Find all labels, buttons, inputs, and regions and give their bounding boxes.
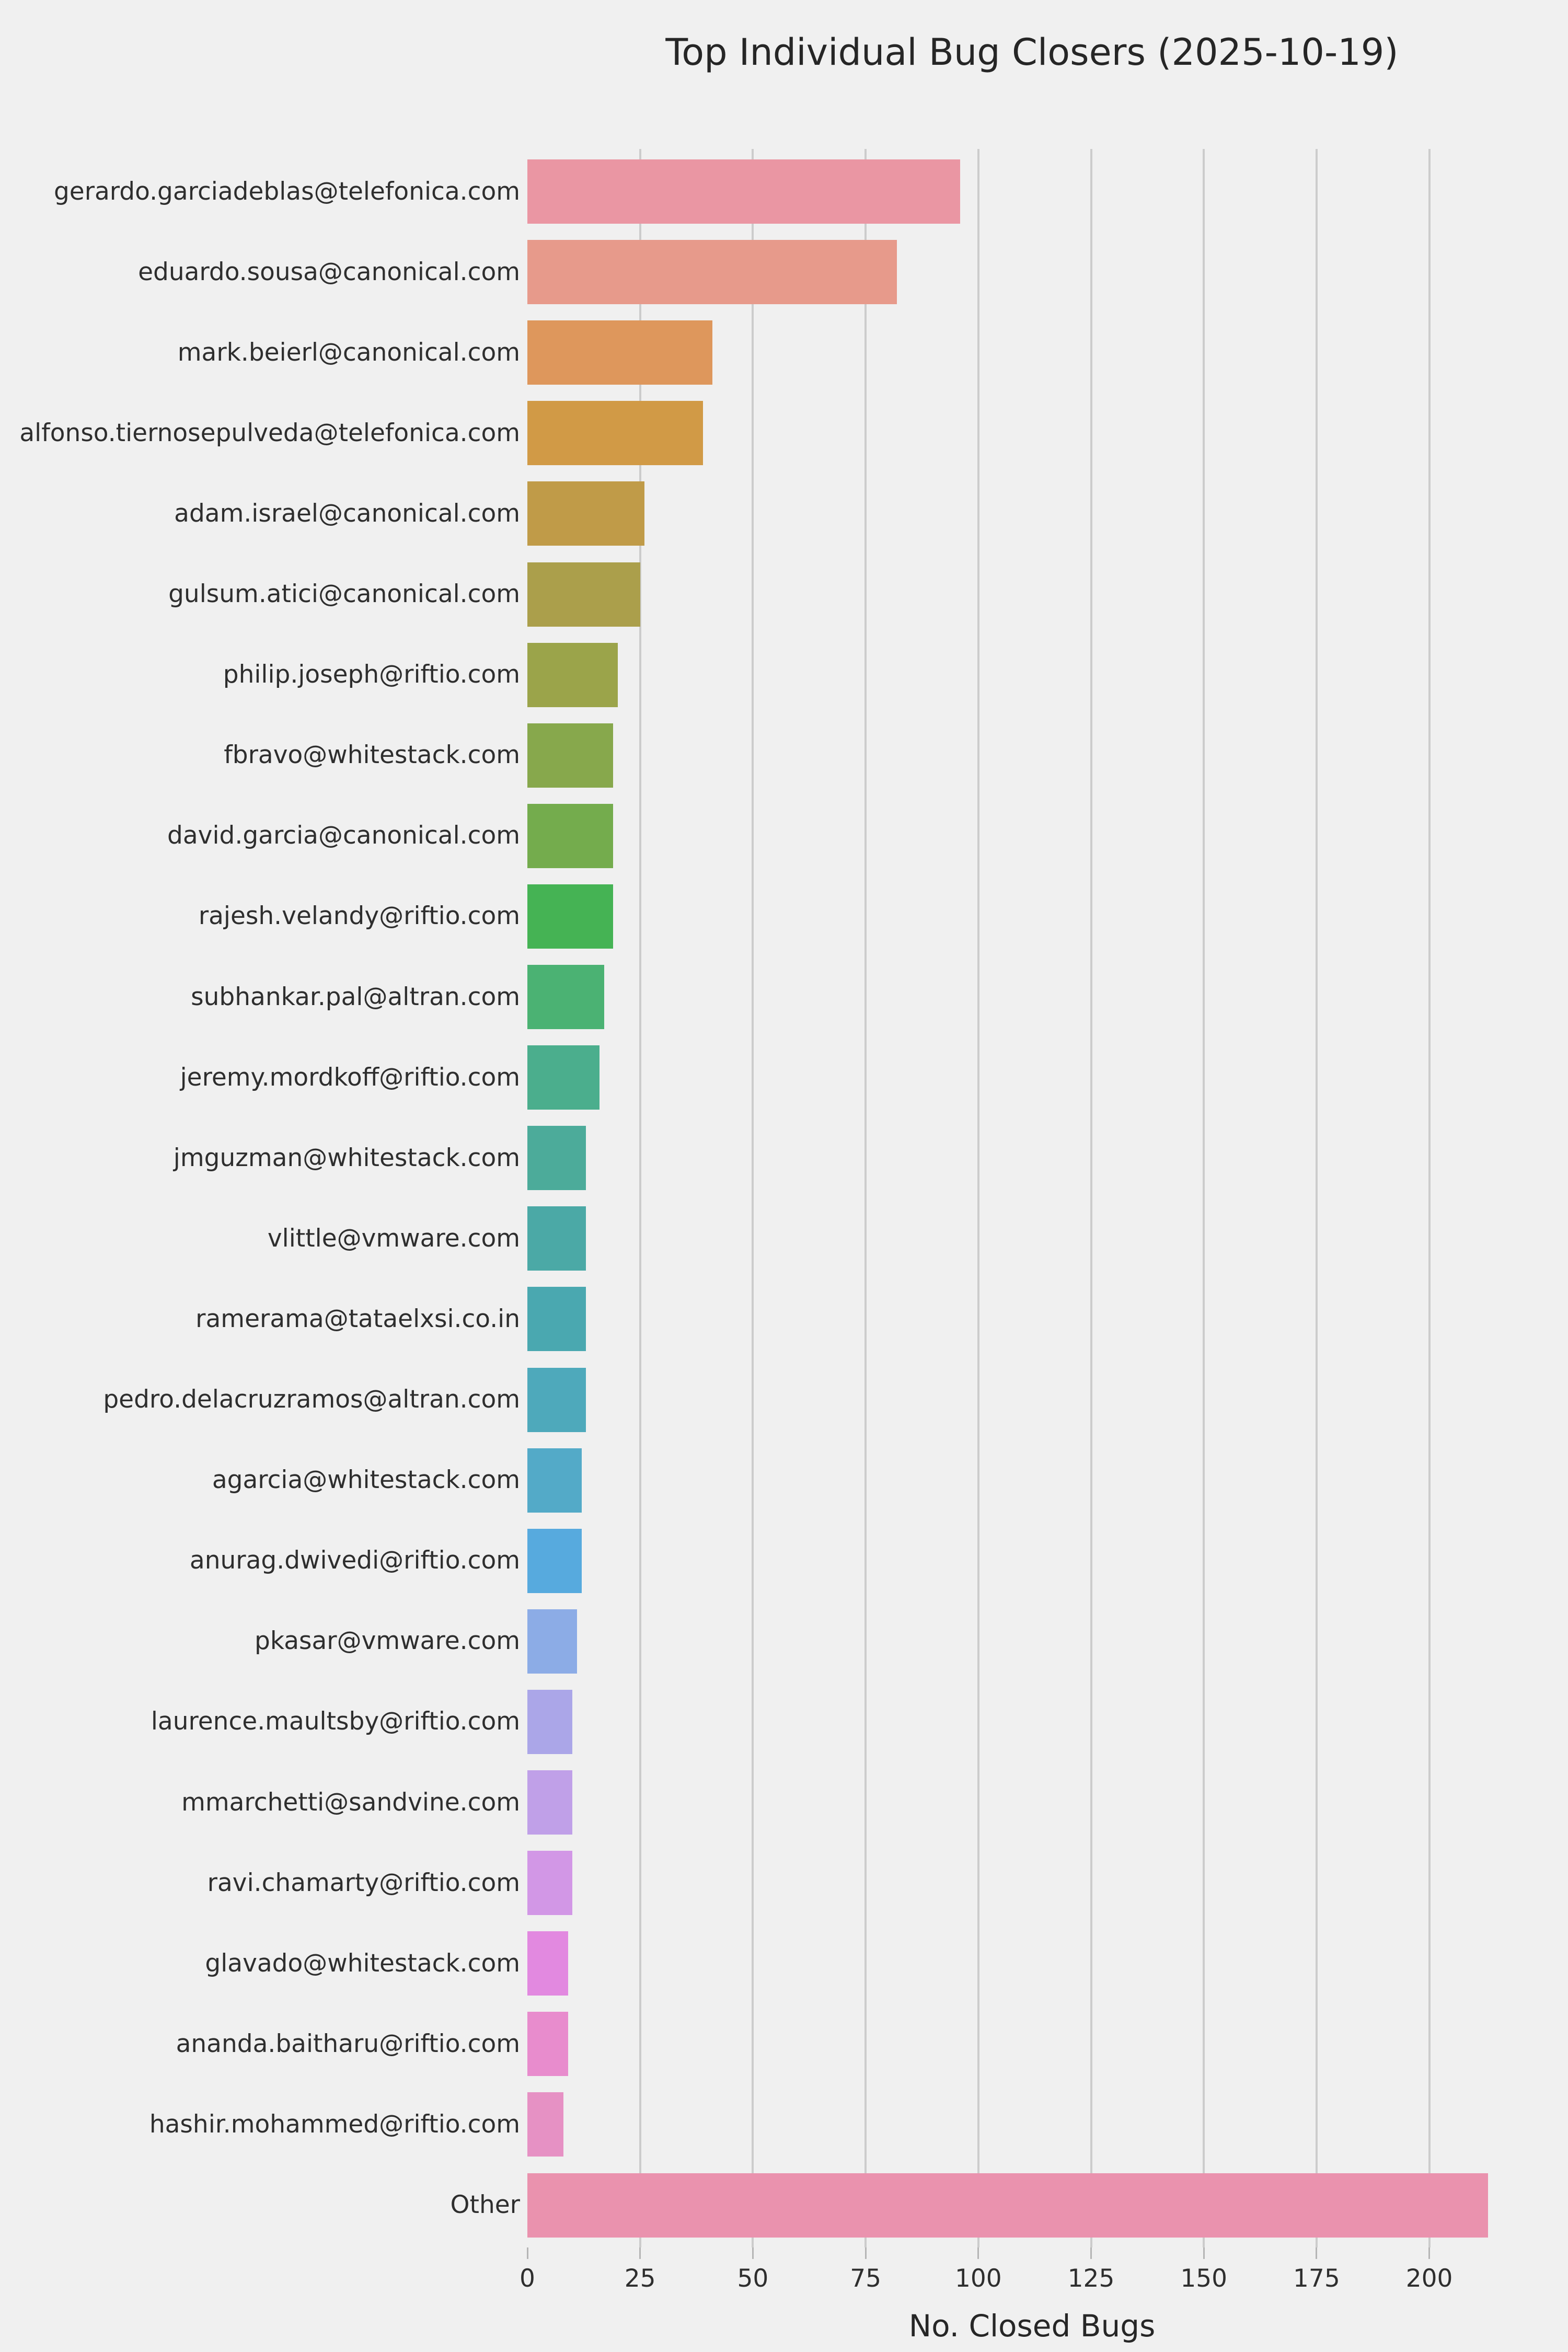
y-tick-label: ramerama@tataelxsi.co.in: [195, 1304, 520, 1333]
bar: [527, 401, 704, 466]
bar: [527, 1367, 586, 1432]
bar: [527, 1045, 600, 1110]
bar: [527, 1528, 582, 1593]
bar: [527, 803, 613, 868]
bar: [527, 1770, 573, 1835]
x-tick-label: 175: [1293, 2264, 1340, 2293]
bar: [527, 884, 613, 949]
x-tick-mark: [1428, 2247, 1431, 2259]
y-tick-label: agarcia@whitestack.com: [212, 1466, 520, 1495]
y-tick-label: philip.joseph@riftio.com: [223, 660, 520, 689]
bar: [527, 159, 961, 224]
x-tick-mark: [977, 2247, 979, 2259]
x-tick-label: 0: [520, 2264, 535, 2293]
bar: [527, 642, 618, 707]
gridline-x-125: [1090, 149, 1092, 2247]
bar: [527, 2012, 568, 2077]
plot-area: [527, 149, 1537, 2247]
y-tick-label: rajesh.velandy@riftio.com: [198, 902, 520, 931]
y-tick-label: eduardo.sousa@canonical.com: [138, 257, 520, 286]
gridline-x-50: [752, 149, 754, 2247]
y-tick-label: fbravo@whitestack.com: [224, 741, 520, 770]
bar: [527, 723, 613, 788]
gridline-x-200: [1428, 149, 1431, 2247]
bar: [527, 1609, 577, 1674]
bar: [527, 562, 640, 627]
x-tick-label: 100: [954, 2264, 1002, 2293]
bar: [527, 481, 645, 546]
x-axis-title: No. Closed Bugs: [908, 2308, 1156, 2344]
x-tick-label: 125: [1067, 2264, 1115, 2293]
y-tick-label: mmarchetti@sandvine.com: [181, 1788, 520, 1817]
y-tick-label: hashir.mohammed@riftio.com: [149, 2109, 520, 2139]
x-tick-label: 75: [850, 2264, 881, 2293]
x-tick-mark: [1316, 2247, 1318, 2259]
y-tick-label: anurag.dwivedi@riftio.com: [189, 1546, 520, 1575]
y-tick-label: pedro.delacruzramos@altran.com: [103, 1385, 520, 1414]
bar: [527, 1689, 573, 1754]
bar: [527, 320, 712, 385]
gridline-x-25: [639, 149, 641, 2247]
y-tick-label: pkasar@vmware.com: [254, 1627, 520, 1656]
y-tick-label: jmguzman@whitestack.com: [173, 1143, 520, 1172]
y-tick-label: gerardo.garciadeblas@telefonica.com: [53, 177, 520, 206]
x-tick-label: 200: [1405, 2264, 1453, 2293]
y-tick-label: glavado@whitestack.com: [205, 1949, 520, 1978]
x-tick-label: 150: [1180, 2264, 1228, 2293]
y-tick-label: Other: [450, 2190, 520, 2219]
x-tick-mark: [1203, 2247, 1205, 2259]
y-tick-label: gulsum.atici@canonical.com: [168, 580, 520, 608]
bar: [527, 1931, 568, 1996]
bar: [527, 1126, 586, 1191]
bar: [527, 1448, 582, 1513]
y-tick-label: adam.israel@canonical.com: [174, 499, 520, 528]
y-tick-label: mark.beierl@canonical.com: [177, 338, 520, 367]
bar: [527, 1851, 573, 1916]
y-tick-label: ravi.chamarty@riftio.com: [207, 1868, 520, 1897]
gridline-x-75: [864, 149, 867, 2247]
x-tick-label: 25: [624, 2264, 656, 2293]
bar: [527, 1287, 586, 1352]
x-tick-mark: [639, 2247, 641, 2259]
gridline-x-175: [1315, 149, 1318, 2247]
x-tick-mark: [752, 2247, 754, 2259]
x-tick-label: 50: [737, 2264, 769, 2293]
bar: [527, 2092, 564, 2157]
y-tick-label: ananda.baitharu@riftio.com: [176, 2029, 520, 2058]
x-tick-mark: [864, 2247, 867, 2259]
x-tick-mark: [526, 2247, 528, 2259]
y-tick-label: vlittle@vmware.com: [267, 1224, 520, 1253]
y-tick-label: alfonso.tiernosepulveda@telefonica.com: [19, 418, 520, 447]
gridline-x-150: [1203, 149, 1205, 2247]
bar: [527, 2173, 1488, 2238]
bar: [527, 240, 897, 305]
y-tick-label: david.garcia@canonical.com: [167, 821, 520, 850]
bar: [527, 1206, 586, 1271]
y-tick-label: laurence.maultsby@riftio.com: [151, 1707, 520, 1736]
y-tick-label: jeremy.mordkoff@riftio.com: [180, 1063, 520, 1092]
chart-title: Top Individual Bug Closers (2025-10-19): [665, 31, 1399, 74]
x-tick-mark: [1090, 2247, 1092, 2259]
y-tick-label: subhankar.pal@altran.com: [191, 982, 520, 1011]
gridline-x-100: [977, 149, 979, 2247]
bar: [527, 965, 604, 1029]
